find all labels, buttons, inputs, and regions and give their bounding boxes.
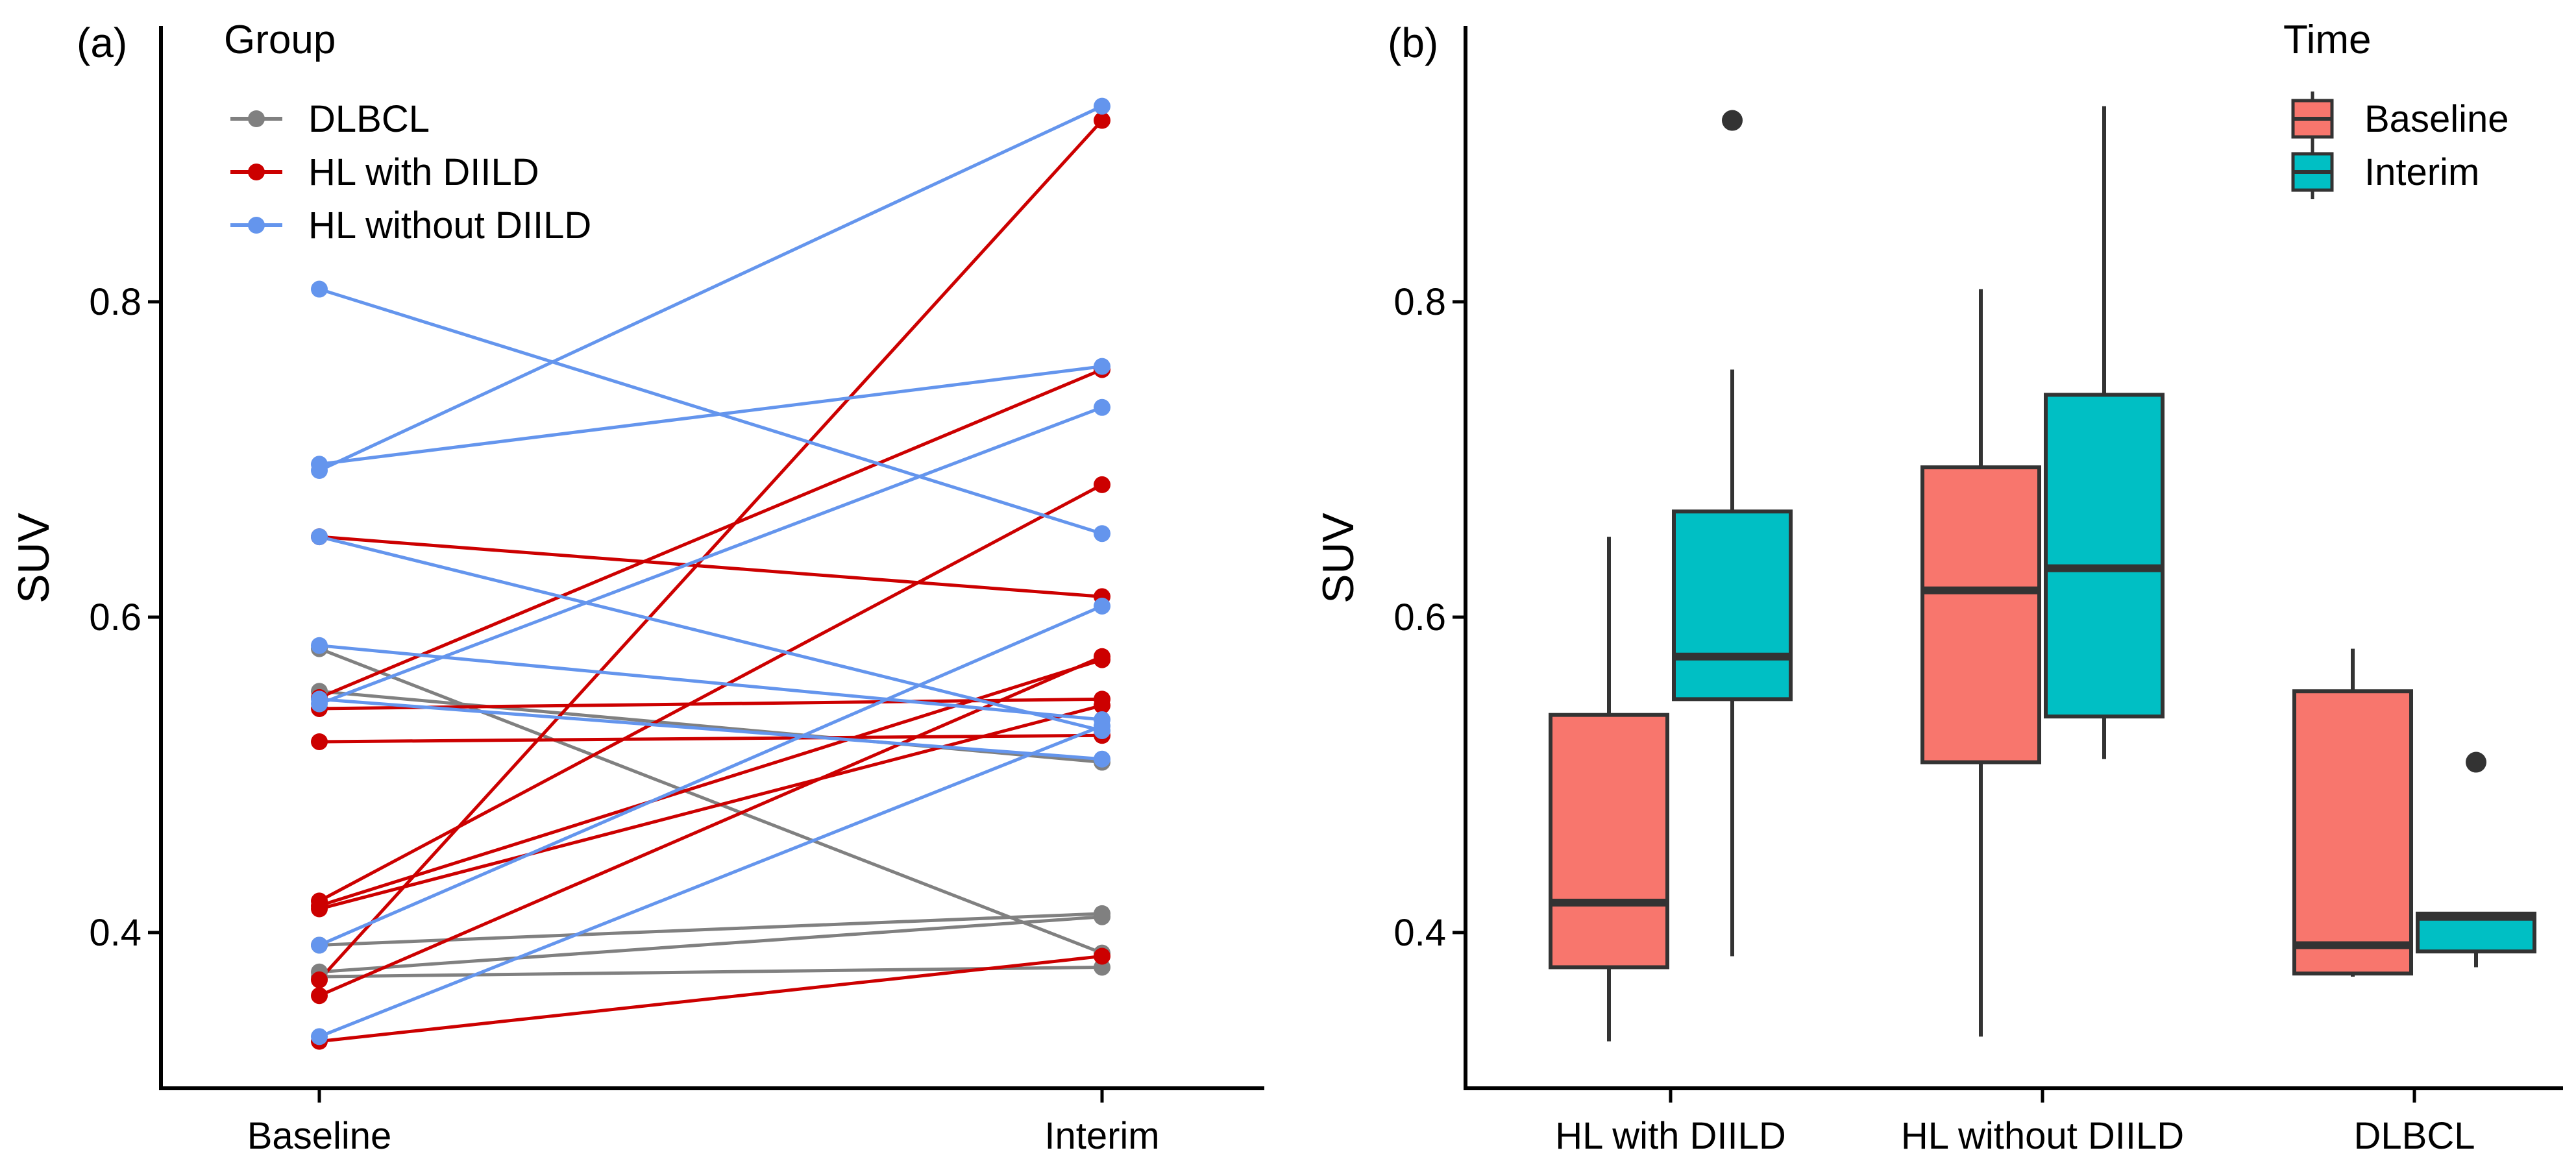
legend-label: Interim <box>2364 151 2479 193</box>
legend-key-point <box>248 217 265 234</box>
panel-a-y-ticks: 0.4 0.6 0.8 <box>89 281 161 954</box>
panel-a-y-axis-title: SUV <box>9 512 58 603</box>
legend-label: HL with DIILD <box>308 151 539 193</box>
panel-a-legend-title: Group <box>224 18 336 62</box>
line-segment-hl-without-diild <box>319 365 1103 466</box>
line-segment-hl-with-diild <box>319 733 1103 744</box>
point-interim <box>1094 908 1110 925</box>
point-baseline <box>311 280 328 298</box>
line-segment-hl-with-diild <box>319 954 1103 1044</box>
point-interim <box>1094 525 1110 543</box>
line-segment-hl-without-diild <box>319 604 1103 947</box>
point-baseline <box>311 936 328 954</box>
panel-a-tag: (a) <box>77 19 127 66</box>
panel-b-x-ticks: HL with DIILD HL without DIILD DLBCL <box>1555 1088 2475 1157</box>
y-tick-label: 0.6 <box>89 596 141 639</box>
panel-a-x-ticks: Baseline Interim <box>247 1088 1160 1157</box>
box-baseline <box>1920 465 2041 764</box>
point-interim <box>1094 722 1110 739</box>
x-tick-label: HL with DIILD <box>1555 1115 1786 1157</box>
box-interim <box>1672 509 1793 702</box>
outlier-point <box>2466 751 2486 773</box>
line-segment-hl-with-diild <box>319 655 1103 997</box>
panel-a-line-chart: (a) 0.4 0.6 0.8 Baseline Interim SUV Group … <box>9 18 1264 1157</box>
line-segment-hl-without-diild <box>319 287 1103 535</box>
line-segment-hl-without-diild <box>318 104 1103 472</box>
y-tick-label: 0.6 <box>1393 596 1446 639</box>
box-baseline <box>2292 689 2413 976</box>
legend-label: DLBCL <box>308 98 430 140</box>
x-tick-label: DLBCL <box>2354 1115 2475 1157</box>
panel-a-legend: Group DLBCL HL with DIILD HL without DIILD <box>224 18 591 247</box>
line-segment-dlbcl <box>319 915 1103 974</box>
y-tick-label: 0.8 <box>89 281 141 323</box>
point-baseline <box>311 987 328 1005</box>
x-tick-label: Interim <box>1044 1115 1159 1157</box>
x-tick-label: HL without DIILD <box>1901 1115 2184 1157</box>
panel-b-boxes <box>1549 106 2536 1042</box>
point-baseline <box>311 690 328 708</box>
point-baseline <box>311 637 328 654</box>
outlier-point <box>1722 110 1743 131</box>
y-tick-label: 0.8 <box>1393 281 1446 323</box>
point-interim <box>1094 651 1110 668</box>
point-interim <box>1094 947 1110 965</box>
line-segment-dlbcl <box>319 912 1103 947</box>
y-tick-label: 0.4 <box>1393 912 1446 954</box>
point-interim <box>1094 750 1110 768</box>
panel-b-legend-title: Time <box>2283 18 2371 62</box>
line-segment-hl-with-diild <box>319 658 1103 908</box>
x-tick-label: Baseline <box>247 1115 391 1157</box>
box-baseline <box>1549 713 1669 970</box>
point-interim <box>1094 597 1110 615</box>
legend-key-point <box>248 110 265 127</box>
point-baseline <box>311 528 328 546</box>
point-baseline <box>311 733 328 750</box>
panel-a-series-lines <box>311 97 1110 1050</box>
line-segment-hl-without-diild <box>319 724 1103 1038</box>
panel-b-tag: (b) <box>1388 19 1438 66</box>
panel-b-y-axis-title: SUV <box>1314 512 1363 603</box>
point-interim <box>1094 398 1110 416</box>
box-interim <box>2044 393 2165 719</box>
point-baseline <box>311 971 328 988</box>
point-baseline <box>311 1028 328 1045</box>
line-segment-dlbcl <box>319 647 1103 955</box>
line-segment-hl-with-diild <box>319 535 1103 598</box>
line-segment-hl-with-diild <box>319 697 1103 711</box>
legend-key-point <box>248 164 265 180</box>
point-interim <box>1094 697 1110 714</box>
point-interim <box>1094 97 1110 115</box>
point-interim <box>1094 112 1110 129</box>
panel-b-legend: Time Baseline Interim <box>2283 18 2509 199</box>
point-baseline <box>311 900 328 918</box>
y-tick-label: 0.4 <box>89 912 141 954</box>
line-segment-hl-without-diild <box>319 697 1103 761</box>
point-interim <box>1094 476 1110 493</box>
line-segment-hl-with-diild <box>318 119 1103 981</box>
line-segment-hl-without-diild <box>319 644 1103 722</box>
panel-b-box-chart: (b) 0.4 0.6 0.8 HL with DIILD HL without DI… <box>1314 18 2563 1157</box>
line-segment-hl-with-diild <box>319 703 1103 910</box>
line-segment-hl-without-diild <box>319 535 1103 733</box>
line-segment-hl-with-diild <box>318 483 1103 903</box>
legend-label: Baseline <box>2364 98 2509 140</box>
line-segment-hl-with-diild <box>319 368 1103 700</box>
point-baseline <box>311 456 328 473</box>
line-segment-hl-without-diild <box>319 406 1103 705</box>
panel-b-y-ticks: 0.4 0.6 0.8 <box>1393 281 1466 954</box>
point-interim <box>1094 358 1110 375</box>
legend-label: HL without DIILD <box>308 204 591 247</box>
